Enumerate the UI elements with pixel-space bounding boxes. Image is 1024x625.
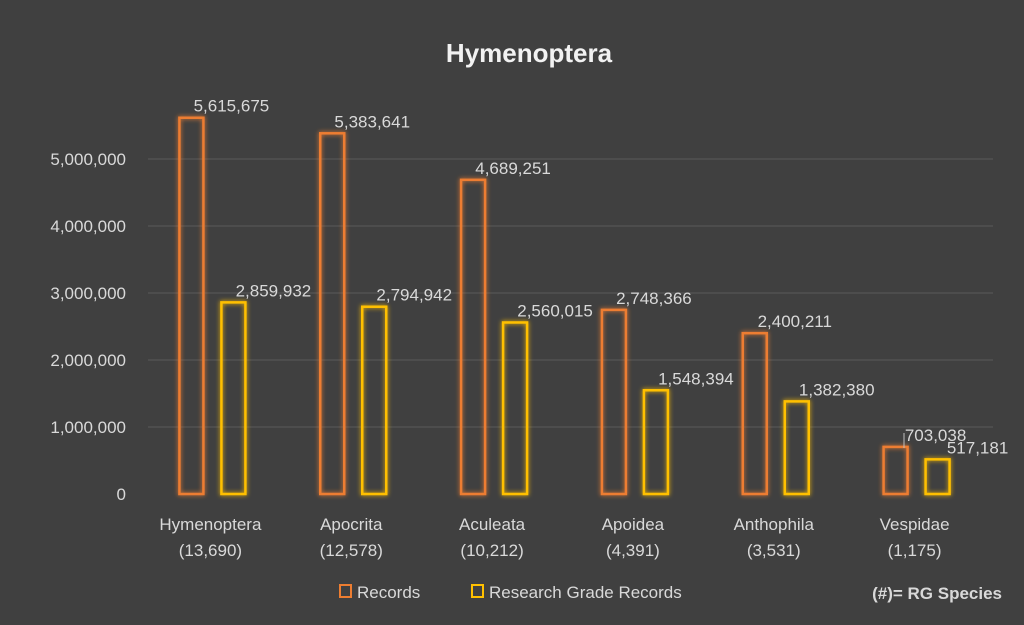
category-species-count: (12,578) — [320, 541, 383, 560]
category-label: Aculeata — [459, 515, 526, 534]
bars — [178, 116, 951, 496]
data-label-research-grade: 2,794,942 — [376, 286, 452, 305]
category-species-count: (10,212) — [460, 541, 523, 560]
data-label-records: 5,615,675 — [194, 97, 270, 116]
data-label-records: 2,748,366 — [616, 289, 692, 308]
y-tick-label: 0 — [117, 485, 126, 504]
legend-swatch-research-grade — [471, 584, 484, 598]
data-label-research-grade: 2,560,015 — [517, 301, 593, 320]
y-tick-label: 2,000,000 — [50, 351, 126, 370]
category-label: Vespidae — [880, 515, 950, 534]
bar-research-grade — [501, 321, 529, 496]
category-species-count: (3,531) — [747, 541, 801, 560]
data-label-research-grade: 1,382,380 — [799, 380, 875, 399]
bar-records — [882, 445, 909, 496]
chart-title: Hymenoptera — [446, 38, 613, 68]
y-axis-ticks: 0 1,000,000 2,000,000 3,000,000 4,000,000 5,0… — [50, 150, 126, 504]
bar-records — [319, 132, 346, 496]
legend-swatch-records — [339, 584, 352, 598]
data-label-records: 5,383,641 — [334, 112, 410, 131]
bar-research-grade — [220, 301, 247, 496]
category-species-count: (4,391) — [606, 541, 660, 560]
bar-records — [600, 308, 628, 496]
legend-label-research-grade: Research Grade Records — [489, 583, 682, 602]
data-label-records: 2,400,211 — [758, 312, 832, 331]
bar-research-grade — [783, 400, 810, 496]
data-label-research-grade: 1,548,394 — [658, 369, 734, 388]
category-species-count: (13,690) — [179, 541, 242, 560]
gridlines — [148, 158, 993, 428]
y-tick-label: 1,000,000 — [50, 418, 126, 437]
category-label: Hymenoptera — [159, 515, 262, 534]
bar-research-grade — [924, 458, 951, 496]
y-tick-label: 4,000,000 — [50, 217, 126, 236]
data-label-records: 703,038 — [905, 426, 966, 445]
data-label-records: 4,689,251 — [475, 159, 551, 178]
data-labels: 5,615,675 2,859,932 5,383,641 2,794,942 4,68… — [194, 97, 1009, 458]
bar-records — [178, 116, 205, 496]
x-axis-categories: Hymenoptera (13,690) Apocrita (12,578) Acule… — [159, 515, 949, 560]
bar-research-grade — [361, 305, 388, 496]
bar-records — [741, 331, 768, 496]
y-tick-label: 5,000,000 — [50, 150, 126, 169]
bar-research-grade — [642, 389, 670, 496]
category-label: Apoidea — [602, 515, 665, 534]
rg-species-note: (#)= RG Species — [872, 584, 1002, 603]
category-species-count: (1,175) — [888, 541, 942, 560]
legend: Records Research Grade Records — [339, 583, 682, 602]
bar-records — [459, 178, 487, 496]
category-label: Anthophila — [734, 515, 815, 534]
data-label-research-grade: 517,181 — [947, 438, 1008, 457]
legend-label-records: Records — [357, 583, 420, 602]
category-label: Apocrita — [320, 515, 383, 534]
y-tick-label: 3,000,000 — [50, 284, 126, 303]
data-label-research-grade: 2,859,932 — [236, 281, 312, 300]
